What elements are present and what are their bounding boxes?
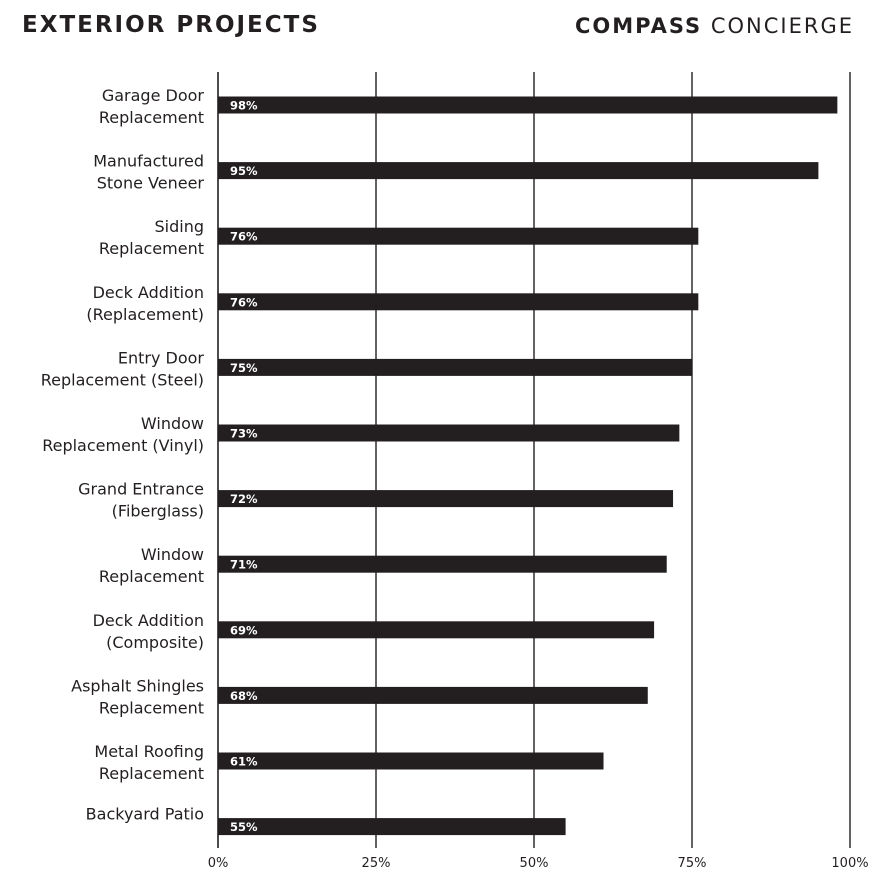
category-label: Deck Addition (Composite) [93,611,204,652]
bar [218,490,674,508]
category-label: Deck Addition (Replacement) [86,283,204,324]
bar [218,752,604,770]
category-label: Entry Door Replacement (Steel) [41,348,205,389]
bar-value-label: 73% [230,427,258,441]
bar-value-label: 75% [230,361,258,375]
bar-value-label: 71% [230,558,258,572]
bar-value-label: 98% [230,99,258,113]
brand-name-strong: COMPASS [574,14,703,38]
bar [218,358,692,376]
bar [218,818,566,836]
x-tick-label: 75% [678,856,707,871]
bar-value-label: 76% [230,230,258,244]
bar-value-label: 72% [230,492,258,506]
category-label: Manufactured Stone Veneer [93,152,204,193]
bar [218,293,699,311]
x-tick-label: 25% [362,856,391,871]
bar-value-label: 61% [230,755,258,769]
bar [218,424,680,442]
category-label: Siding Replacement [99,217,204,258]
bar [218,621,655,639]
category-label: Garage Door Replacement [99,86,205,127]
category-label: Window Replacement (Vinyl) [42,414,204,455]
bar-value-label: 55% [230,820,258,834]
category-label: Metal Roofing Replacement [94,742,204,783]
brand-logo: COMPASS CONCIERGE [575,14,854,38]
bar [218,96,838,114]
chart-title: EXTERIOR PROJECTS [22,12,320,38]
category-label: Asphalt Shingles Replacement [71,676,204,717]
x-tick-label: 100% [831,856,868,871]
x-tick-label: 0% [208,856,229,871]
brand-name-light: CONCIERGE [710,14,854,38]
bar-value-label: 69% [230,623,258,637]
category-label: Backyard Patio [86,805,204,824]
category-label: Grand Entrance (Fiberglass) [78,480,204,521]
bar-value-label: 95% [230,164,258,178]
bar-value-label: 76% [230,295,258,309]
category-label: Window Replacement [99,545,204,586]
bar [218,227,699,245]
bar [218,555,667,573]
x-tick-label: 50% [520,856,549,871]
bar-value-label: 68% [230,689,258,703]
bar [218,162,819,180]
bar [218,686,648,704]
